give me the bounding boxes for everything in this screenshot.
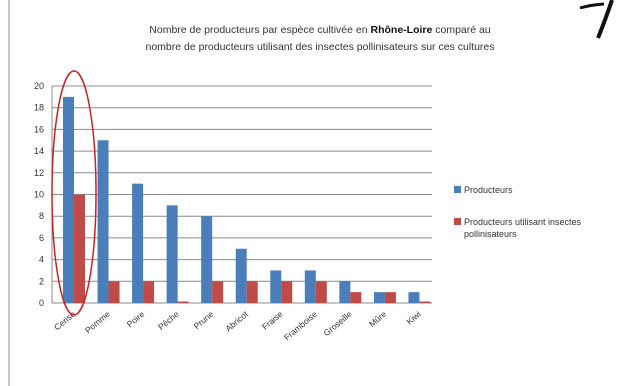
bar-producteurs: [166, 205, 178, 303]
bar-producteurs: [408, 292, 420, 303]
y-tick-label: 10: [34, 190, 44, 200]
bar-pollinisateurs: [384, 292, 396, 303]
bar-pollinisateurs: [212, 281, 224, 303]
x-category-label: Cerise: [52, 309, 77, 333]
bar-producteurs: [97, 140, 109, 303]
y-tick-label: 8: [39, 211, 44, 221]
bar-producteurs: [201, 216, 213, 303]
x-category-label: Prune: [192, 309, 216, 331]
bar-producteurs: [132, 183, 144, 303]
bar-producteurs: [373, 292, 385, 303]
x-category-label: Fraise: [260, 309, 285, 332]
bar-producteurs: [63, 96, 74, 303]
y-tick-label: 2: [39, 276, 44, 286]
legend-label-pollinisateurs: Producteurs utilisant insectes pollinisa…: [464, 217, 582, 239]
x-category-label: Kiwi: [404, 309, 422, 327]
chart-title-text-a: Nombre de producteurs par espèce cultivé…: [149, 24, 371, 36]
legend-swatch-pollinisateurs: [454, 218, 461, 225]
bar-producteurs: [304, 270, 316, 303]
chart-title-text-b: comparé au: [432, 24, 491, 36]
x-category-label: Pomme: [83, 309, 112, 336]
bar-pollinisateurs: [74, 194, 85, 303]
x-category-label: Framboise: [282, 309, 319, 343]
y-tick-label: 14: [34, 146, 44, 156]
bar-producteurs: [235, 248, 247, 303]
bar-pollinisateurs: [108, 281, 120, 303]
y-tick-label: 6: [39, 233, 44, 243]
left-border-line: [8, 0, 10, 386]
legend-swatch-producteurs: [454, 186, 461, 193]
bar-pollinisateurs: [246, 281, 258, 303]
chart-title-line-2: nombre de producteurs utilisant des inse…: [145, 41, 495, 53]
legend-item-pollinisateurs: Producteurs utilisant insectes pollinisa…: [454, 216, 632, 240]
x-category-label: Poire: [125, 309, 147, 330]
y-tick-label: 0: [39, 298, 44, 308]
bar-producteurs: [270, 270, 282, 303]
legend-label-producteurs: Producteurs: [464, 185, 513, 195]
legend: Producteurs Producteurs utilisant insect…: [454, 184, 634, 260]
y-tick-label: 12: [34, 168, 44, 178]
chart-title-line-1: Nombre de producteurs par espèce cultivé…: [20, 22, 620, 39]
y-tick-label: 4: [39, 255, 44, 265]
bar-pollinisateurs: [177, 301, 189, 303]
bar-pollinisateurs: [419, 301, 431, 303]
x-category-label: Groseille: [322, 309, 354, 338]
y-tick-label: 20: [34, 81, 44, 91]
legend-item-producteurs: Producteurs: [454, 184, 634, 196]
bar-pollinisateurs: [281, 281, 293, 303]
bar-pollinisateurs: [350, 292, 362, 303]
bar-pollinisateurs: [315, 281, 327, 303]
bar-pollinisateurs: [143, 281, 155, 303]
decorative-curve: [579, 0, 614, 39]
highlight-ellipse: [51, 70, 97, 316]
y-tick-label: 18: [34, 103, 44, 113]
x-category-label: Abricot: [223, 308, 250, 333]
y-tick-label: 16: [34, 124, 44, 134]
x-category-label: Mûre: [367, 309, 388, 329]
bar-producteurs: [339, 281, 351, 303]
chart-title-region: Rhône-Loire: [370, 24, 433, 36]
chart-title: Nombre de producteurs par espèce cultivé…: [20, 22, 620, 56]
x-category-label: Pêche: [156, 309, 181, 332]
